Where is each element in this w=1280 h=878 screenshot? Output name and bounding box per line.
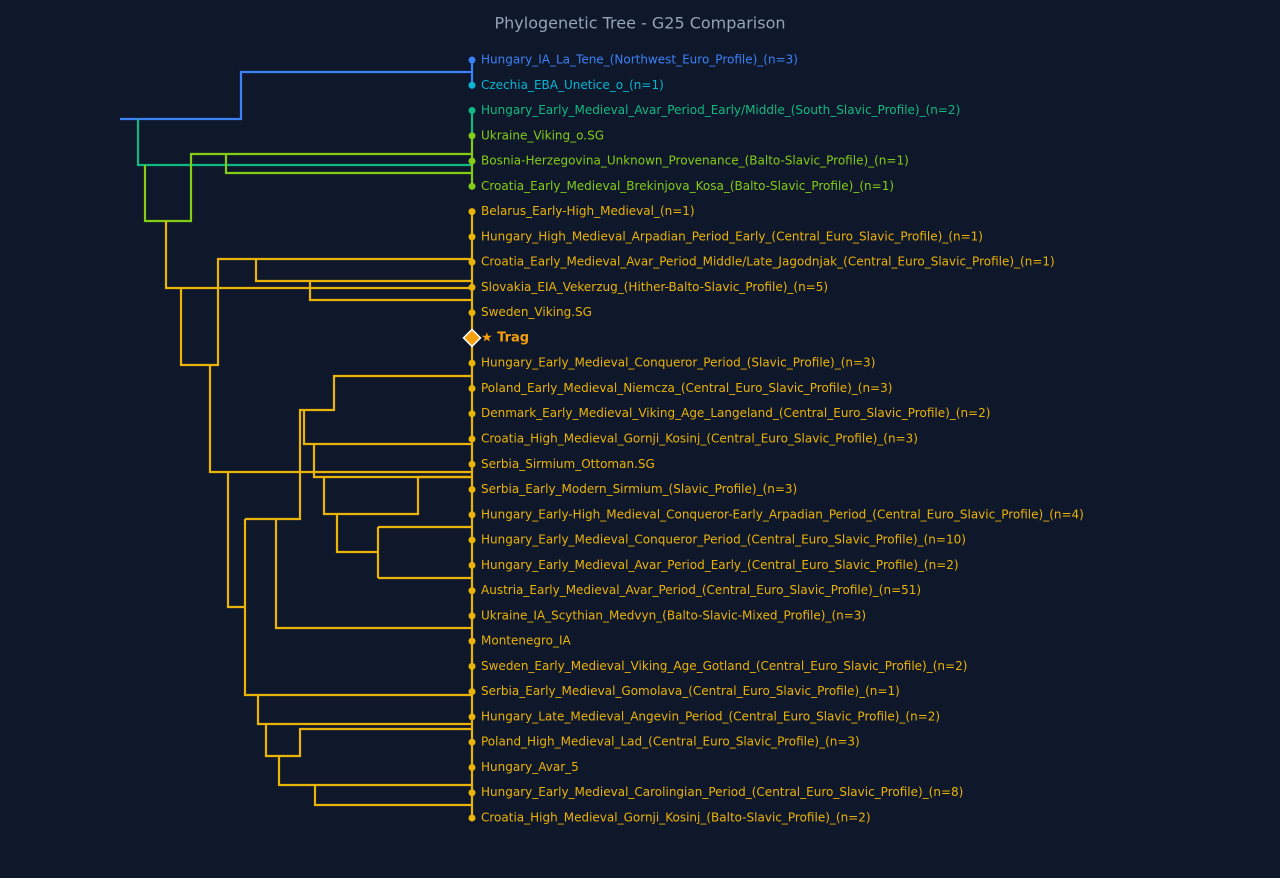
- leaf-node: [468, 511, 476, 519]
- branch: [120, 60, 474, 121]
- leaf-node: [468, 107, 476, 115]
- leaf-label: Hungary_Early-High_Medieval_Conqueror-Ea…: [481, 507, 1084, 521]
- leaf-label: Croatia_Early_Medieval_Brekinjova_Kosa_(…: [481, 179, 894, 193]
- leaf-node: [468, 486, 476, 494]
- leaf-label: Hungary_IA_La_Tene_(Northwest_Euro_Profi…: [481, 53, 798, 67]
- leaf-label: Hungary_High_Medieval_Arpadian_Period_Ea…: [481, 229, 983, 243]
- leaf-node: [468, 637, 476, 645]
- leaf-label: Hungary_Early_Medieval_Carolingian_Perio…: [481, 785, 963, 799]
- leaf-node: [468, 814, 476, 822]
- leaf-label: Montenegro_IA: [481, 634, 572, 648]
- leaf-node: [468, 410, 476, 418]
- leaf-node: [468, 435, 476, 443]
- leaf-label: Bosnia-Herzegovina_Unknown_Provenance_(B…: [481, 154, 909, 168]
- leaf-node: [468, 132, 476, 140]
- leaf-node: [468, 283, 476, 291]
- leaf-node: [468, 208, 476, 216]
- leaf-node: [468, 662, 476, 670]
- leaf-label: Austria_Early_Medieval_Avar_Period_(Cent…: [481, 583, 921, 597]
- leaf-label: Poland_High_Medieval_Lad_(Central_Euro_S…: [481, 735, 860, 749]
- leaf-node: [468, 56, 476, 64]
- leaf-label: Sweden_Viking.SG: [481, 305, 592, 319]
- leaf-node: [468, 713, 476, 721]
- leaf-label: Slovakia_EIA_Vekerzug_(Hither-Balto-Slav…: [481, 280, 828, 294]
- leaf-label: Sweden_Early_Medieval_Viking_Age_Gotland…: [481, 659, 967, 673]
- branch: [136, 110, 474, 167]
- leaf-node: [468, 81, 476, 89]
- leaf-label: Serbia_Early_Modern_Sirmium_(Slavic_Prof…: [481, 482, 797, 496]
- leaf-node: [468, 460, 476, 468]
- leaf-label: Hungary_Early_Medieval_Conqueror_Period_…: [481, 533, 966, 547]
- leaf-label: Croatia_High_Medieval_Gornji_Kosinj_(Cen…: [481, 432, 918, 446]
- leaf-label: Croatia_Early_Medieval_Avar_Period_Middl…: [481, 255, 1055, 269]
- branch: [208, 365, 472, 697]
- leaf-label: Hungary_Early_Medieval_Avar_Period_Early…: [481, 103, 960, 117]
- leaf-node: [468, 738, 476, 746]
- leaf-node: [468, 561, 476, 569]
- leaf-label: Belarus_Early-High_Medieval_(n=1): [481, 204, 695, 218]
- leaf-node: [468, 688, 476, 696]
- leaf-label: ★ Trag: [481, 330, 529, 345]
- leaf-node: [468, 182, 476, 190]
- leaves: Hungary_IA_La_Tene_(Northwest_Euro_Profi…: [462, 53, 1084, 825]
- leaf-node: [468, 258, 476, 266]
- leaf-label: Ukraine_Viking_o.SG: [481, 128, 604, 142]
- leaf-node: [468, 612, 476, 620]
- leaf-label: Poland_Early_Medieval_Niemcza_(Central_E…: [481, 381, 892, 395]
- leaf-node: [468, 157, 476, 165]
- branch: [256, 695, 472, 807]
- leaf-node: [468, 384, 476, 392]
- leaf-label: Hungary_Early_Medieval_Avar_Period_Early…: [481, 558, 959, 572]
- leaf-label: Hungary_Late_Medieval_Angevin_Period_(Ce…: [481, 709, 940, 723]
- leaf-node: [468, 789, 476, 797]
- leaf-label: Croatia_High_Medieval_Gornji_Kosinj_(Bal…: [481, 811, 871, 825]
- leaf-label: Serbia_Sirmium_Ottoman.SG: [481, 457, 655, 471]
- leaf-node: [468, 763, 476, 771]
- leaf-label: Serbia_Early_Medieval_Gomolava_(Central_…: [481, 684, 900, 698]
- leaf-label: Ukraine_IA_Scythian_Medvyn_(Balto-Slavic…: [481, 608, 866, 622]
- leaf-label: Denmark_Early_Medieval_Viking_Age_Langel…: [481, 406, 990, 420]
- branch: [274, 475, 472, 630]
- target-marker: [462, 328, 482, 348]
- leaf-node: [468, 359, 476, 367]
- title: Phylogenetic Tree - G25 Comparison: [495, 14, 786, 33]
- leaf-label: Hungary_Avar_5: [481, 760, 579, 774]
- leaf-node: [468, 233, 476, 241]
- leaf-label: Czechia_EBA_Unetice_o_(n=1): [481, 78, 664, 92]
- leaf-node: [468, 587, 476, 595]
- leaf-label: Hungary_Early_Medieval_Conqueror_Period_…: [481, 356, 875, 370]
- leaf-node: [468, 536, 476, 544]
- leaf-node: [468, 309, 476, 317]
